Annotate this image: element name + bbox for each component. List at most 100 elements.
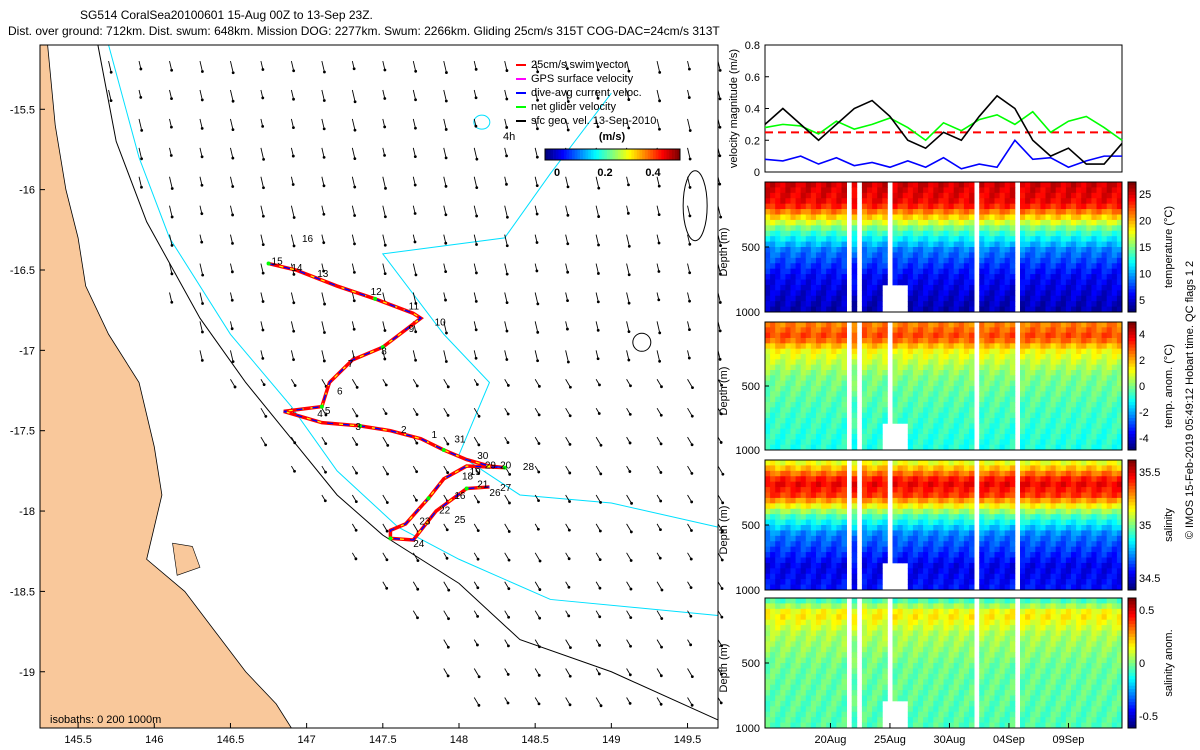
current-vector [473, 147, 478, 160]
section-cell [892, 470, 898, 477]
section-cell [1025, 236, 1031, 242]
section-cell [938, 257, 944, 264]
current-vector [656, 118, 660, 130]
section-cell [877, 546, 883, 553]
section-cell [790, 359, 796, 366]
current-vector [412, 263, 417, 276]
section-cell [1055, 391, 1062, 398]
section-cell [800, 247, 807, 253]
section-cell [770, 492, 776, 499]
section-cell [1065, 375, 1072, 382]
section-cell [938, 332, 944, 339]
section-cell [1106, 198, 1113, 205]
section-cell [851, 274, 858, 280]
section-cell [800, 557, 807, 564]
section-cell [785, 525, 791, 531]
section-cell [851, 497, 858, 504]
section-cell [918, 241, 924, 248]
section-cell [1055, 364, 1062, 371]
section-cell [780, 380, 786, 387]
section-cell [1004, 279, 1011, 286]
section-cell [912, 439, 919, 446]
section-cell [775, 444, 781, 451]
section-cell [1086, 295, 1092, 302]
section-colorbar-cell [1128, 208, 1136, 212]
section-cell [867, 338, 873, 344]
section-cell [765, 546, 771, 553]
section-cell [938, 348, 944, 355]
section-cell [795, 418, 802, 424]
section-cell [1009, 423, 1016, 430]
section-cell [790, 465, 796, 472]
section-cell [1004, 198, 1011, 205]
section-cell [1025, 391, 1031, 398]
section-cell [800, 295, 807, 302]
section-cell [1106, 322, 1113, 328]
section-cell [938, 546, 944, 553]
section-cell [1065, 354, 1072, 360]
section-cell [907, 568, 914, 575]
section-cell [816, 236, 822, 242]
section-cell [1096, 252, 1102, 259]
section-cell [770, 327, 776, 334]
section-cell [892, 375, 898, 382]
section-cell [1004, 375, 1011, 382]
section-cell [1009, 359, 1016, 366]
section-cell [872, 263, 878, 270]
section-cell [892, 225, 898, 232]
current-vector [473, 292, 477, 302]
section-cell [1076, 187, 1082, 194]
section-cell [1060, 370, 1067, 376]
section-cell [785, 423, 791, 430]
section-cell [790, 338, 796, 344]
section-cell [826, 444, 832, 451]
current-vector [199, 147, 203, 157]
section-cell [790, 192, 796, 199]
section-cell [953, 514, 960, 520]
section-cell [969, 552, 975, 558]
current-vector-head [475, 383, 479, 386]
section-cell [943, 562, 949, 569]
section-cell [923, 301, 929, 307]
section-cell [1076, 268, 1082, 275]
section-cell [770, 290, 776, 297]
current-vector-head [416, 559, 420, 563]
section-cell [851, 354, 858, 360]
section-cell [861, 359, 868, 366]
section-cell [912, 348, 919, 355]
section-cell [1060, 407, 1067, 414]
section-cell [882, 465, 888, 472]
section-cell [938, 192, 944, 199]
section-cell [1116, 428, 1123, 435]
section-cell [902, 263, 909, 270]
section-cell [800, 535, 807, 542]
section-cell [770, 508, 776, 515]
section-cell [1004, 380, 1011, 387]
section-cell [923, 380, 929, 387]
section-cell [841, 497, 847, 504]
current-vector [290, 321, 295, 332]
section-cell [836, 434, 842, 440]
section-cell [805, 364, 812, 371]
section-cell [805, 573, 812, 580]
section-cell [963, 295, 970, 302]
current-vector-head [690, 529, 693, 532]
current-vector [565, 407, 571, 417]
section-cell [765, 203, 771, 210]
section-cell [1111, 327, 1118, 334]
colorbar-cell [650, 149, 654, 160]
section-cell [872, 428, 878, 435]
current-vector-head [535, 212, 539, 216]
section-cell [918, 187, 924, 194]
section-cell [938, 241, 944, 248]
section-cell [861, 584, 868, 591]
section-cell [1050, 439, 1057, 446]
section-cell [800, 252, 807, 259]
section-cell [867, 579, 873, 585]
section-cell [780, 370, 786, 376]
section-cell [933, 268, 939, 275]
section-cell [841, 375, 847, 382]
section-cell [836, 268, 842, 275]
section-cell [861, 257, 868, 264]
section-cell [795, 412, 802, 419]
